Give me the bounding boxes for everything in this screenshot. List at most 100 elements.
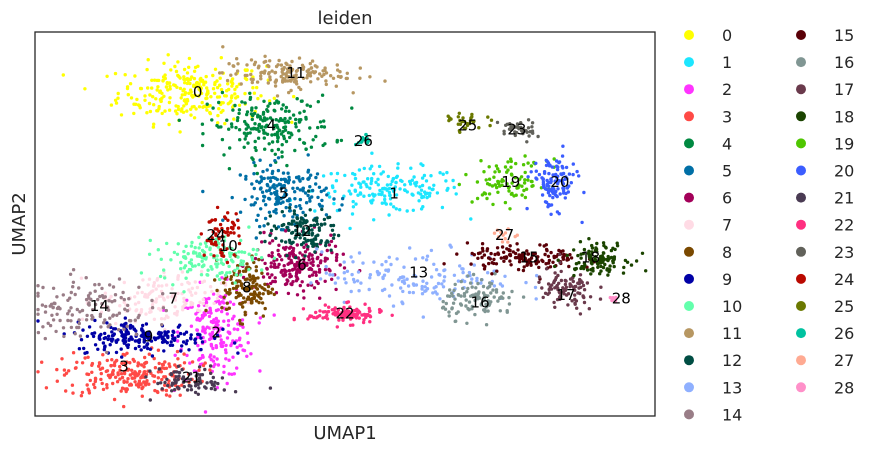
point-cluster-10 <box>272 256 277 260</box>
point-cluster-3 <box>134 383 139 387</box>
point-cluster-3 <box>112 397 117 402</box>
point-cluster-9 <box>145 346 150 351</box>
point-cluster-2 <box>218 334 222 338</box>
point-cluster-0 <box>195 80 199 85</box>
point-cluster-14 <box>86 294 91 298</box>
point-cluster-0 <box>182 75 186 79</box>
cluster-5-points <box>201 153 345 240</box>
point-cluster-3 <box>153 366 158 370</box>
point-cluster-13 <box>421 315 425 319</box>
point-cluster-15 <box>481 249 485 253</box>
point-cluster-5 <box>252 160 256 165</box>
point-cluster-15 <box>509 263 513 267</box>
point-cluster-1 <box>368 186 372 190</box>
point-cluster-0 <box>185 71 190 75</box>
point-cluster-9 <box>178 323 182 327</box>
legend-marker-8 <box>684 246 694 257</box>
point-cluster-2 <box>214 316 218 321</box>
point-cluster-6 <box>338 263 342 267</box>
point-cluster-2 <box>196 304 201 308</box>
point-cluster-6 <box>312 270 316 274</box>
point-cluster-4 <box>280 150 284 154</box>
point-cluster-7 <box>246 301 251 305</box>
point-cluster-5 <box>301 176 305 181</box>
point-cluster-14 <box>150 298 154 303</box>
point-cluster-5 <box>314 182 318 186</box>
point-cluster-0 <box>151 125 156 129</box>
point-cluster-19 <box>483 192 488 196</box>
point-cluster-3 <box>99 377 103 382</box>
point-cluster-1 <box>333 189 337 194</box>
point-cluster-22 <box>314 310 318 315</box>
point-cluster-4 <box>261 128 266 132</box>
point-cluster-11 <box>345 71 349 76</box>
point-cluster-21 <box>177 370 182 375</box>
point-cluster-7 <box>223 283 228 287</box>
point-cluster-18 <box>602 257 606 261</box>
point-cluster-22 <box>368 314 372 318</box>
point-cluster-19 <box>522 188 526 193</box>
point-cluster-14 <box>69 306 73 310</box>
point-cluster-0 <box>138 106 142 110</box>
point-cluster-3 <box>190 360 195 364</box>
point-cluster-7 <box>215 296 220 301</box>
point-cluster-8 <box>252 260 256 265</box>
point-cluster-17 <box>537 280 541 284</box>
point-cluster-13 <box>336 276 340 280</box>
point-cluster-1 <box>441 172 445 176</box>
point-cluster-4 <box>253 122 257 126</box>
point-cluster-0 <box>158 90 162 94</box>
point-cluster-8 <box>243 310 247 314</box>
point-cluster-3 <box>156 376 160 380</box>
point-cluster-2 <box>212 364 216 369</box>
point-cluster-9 <box>166 334 170 338</box>
point-cluster-6 <box>310 273 315 277</box>
point-cluster-6 <box>295 243 299 247</box>
point-cluster-1 <box>377 164 382 169</box>
point-cluster-10 <box>179 267 183 271</box>
point-cluster-8 <box>242 296 246 300</box>
point-cluster-0 <box>215 85 220 90</box>
point-cluster-3 <box>93 385 97 390</box>
point-cluster-7 <box>189 300 193 305</box>
point-cluster-3 <box>108 373 112 378</box>
legend-label-16: 16 <box>834 53 854 72</box>
point-cluster-6 <box>325 248 329 253</box>
point-cluster-14 <box>89 297 93 301</box>
point-cluster-13 <box>395 257 399 261</box>
point-cluster-14 <box>134 332 138 337</box>
point-cluster-4 <box>266 104 270 108</box>
point-cluster-21 <box>205 381 209 385</box>
point-cluster-14 <box>51 286 56 290</box>
point-cluster-12 <box>295 225 299 229</box>
point-cluster-9 <box>103 331 107 336</box>
point-cluster-14 <box>108 323 112 327</box>
chart-title: leiden <box>318 8 373 29</box>
point-cluster-23 <box>530 129 535 133</box>
point-cluster-18 <box>606 273 610 277</box>
point-cluster-18 <box>585 268 590 272</box>
point-cluster-4 <box>245 112 249 117</box>
point-cluster-11 <box>318 72 322 76</box>
point-cluster-7 <box>122 300 126 304</box>
point-cluster-19 <box>509 165 513 169</box>
point-cluster-8 <box>255 282 259 286</box>
point-cluster-1 <box>417 199 421 203</box>
point-cluster-21 <box>169 372 174 377</box>
point-cluster-11 <box>297 56 302 60</box>
point-cluster-3 <box>79 394 84 398</box>
point-cluster-17 <box>579 285 583 289</box>
point-cluster-10 <box>236 255 240 259</box>
point-cluster-5 <box>265 189 269 193</box>
point-cluster-16 <box>476 281 480 286</box>
point-cluster-13 <box>324 271 328 275</box>
point-cluster-1 <box>451 178 455 183</box>
point-cluster-0 <box>213 67 218 72</box>
point-cluster-11 <box>295 68 300 73</box>
point-cluster-15 <box>516 267 521 272</box>
point-cluster-8 <box>255 287 260 291</box>
point-cluster-6 <box>307 274 312 278</box>
point-cluster-0 <box>148 93 152 97</box>
point-cluster-7 <box>159 307 163 312</box>
point-cluster-5 <box>291 186 295 190</box>
